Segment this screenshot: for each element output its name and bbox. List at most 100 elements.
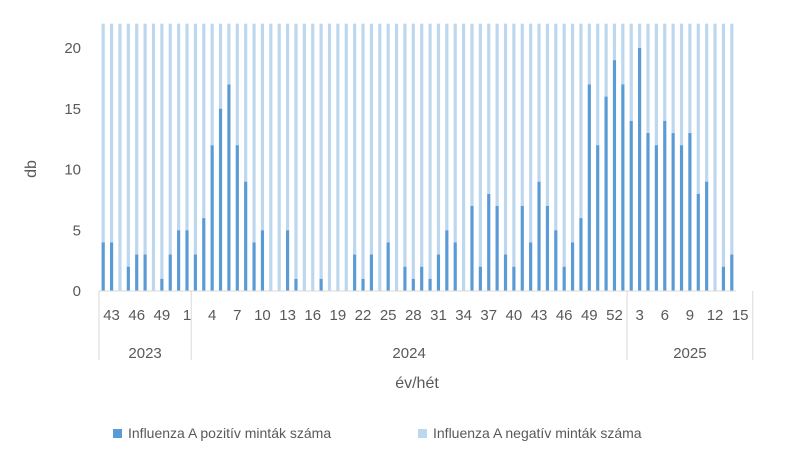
legend-label-positive: Influenza A pozitív minták száma bbox=[128, 425, 332, 441]
x-tick-label: 1 bbox=[183, 307, 191, 324]
bar-positive bbox=[319, 278, 323, 291]
bar-positive bbox=[135, 254, 139, 291]
bar-positive bbox=[579, 218, 583, 291]
bar-positive bbox=[361, 278, 365, 291]
bar-positive bbox=[487, 193, 491, 291]
x-tick-label: 12 bbox=[707, 307, 724, 324]
x-tick-label: 31 bbox=[430, 307, 447, 324]
x-tick-label: 22 bbox=[355, 307, 372, 324]
bar-positive bbox=[629, 120, 633, 292]
x-tick-label: 16 bbox=[304, 307, 321, 324]
bar-positive bbox=[101, 242, 105, 291]
bar-negative bbox=[646, 23, 650, 134]
y-tick-label: 10 bbox=[64, 162, 81, 179]
bar-positive bbox=[554, 230, 558, 291]
bar-positive bbox=[453, 242, 457, 291]
x-tick-label: 7 bbox=[233, 307, 241, 324]
legend-swatch-positive bbox=[113, 428, 122, 438]
bar-positive bbox=[126, 266, 130, 291]
bar-negative bbox=[705, 23, 709, 182]
bar-negative bbox=[244, 23, 248, 182]
bar-negative bbox=[621, 23, 625, 85]
bar-positive bbox=[646, 133, 650, 291]
bar-positive bbox=[604, 96, 608, 291]
bar-negative bbox=[235, 23, 239, 146]
bar-positive bbox=[495, 205, 499, 291]
bar-negative bbox=[193, 23, 197, 255]
bar-positive bbox=[227, 84, 231, 291]
bar-negative bbox=[462, 23, 466, 291]
bar-negative bbox=[294, 23, 298, 279]
bar-positive bbox=[109, 242, 114, 291]
x-tick-label: 3 bbox=[635, 307, 643, 324]
bar-negative bbox=[587, 23, 591, 85]
bar-negative bbox=[101, 23, 105, 243]
x-tick-label: 9 bbox=[686, 307, 694, 324]
x-tick-label: 49 bbox=[154, 307, 171, 324]
bar-positive bbox=[545, 205, 550, 291]
bar-negative bbox=[327, 23, 332, 291]
bar-positive bbox=[654, 145, 658, 291]
x-tick-label: 10 bbox=[254, 307, 271, 324]
bar-negative bbox=[336, 23, 340, 291]
bar-positive bbox=[218, 108, 223, 291]
x-tick-label: 43 bbox=[531, 307, 548, 324]
bar-positive bbox=[428, 278, 432, 291]
bar-positive bbox=[705, 181, 709, 291]
year-label: 2024 bbox=[392, 345, 425, 362]
bar-positive bbox=[587, 84, 591, 291]
bar-negative bbox=[512, 23, 516, 267]
bar-positive bbox=[420, 266, 424, 291]
y-tick-label: 5 bbox=[73, 222, 81, 239]
bar-negative bbox=[495, 23, 499, 206]
bar-negative bbox=[453, 23, 457, 243]
bar-negative bbox=[612, 23, 617, 61]
bar-positive bbox=[436, 254, 441, 291]
bar-negative bbox=[403, 23, 407, 267]
x-tick-label: 4 bbox=[208, 307, 216, 324]
bar-negative bbox=[126, 23, 130, 267]
bar-negative bbox=[671, 23, 675, 134]
year-labels: 2023 2024 2025 bbox=[128, 345, 706, 362]
x-tick-label: 34 bbox=[455, 307, 472, 324]
bar-negative bbox=[436, 23, 441, 255]
bar-negative bbox=[260, 23, 265, 231]
bar-negative bbox=[629, 23, 633, 121]
bar-positive bbox=[696, 193, 700, 291]
bar-positive bbox=[721, 266, 726, 291]
bar-negative bbox=[562, 23, 566, 267]
bar-positive bbox=[235, 145, 239, 291]
bar-negative bbox=[411, 23, 415, 279]
bar-positive bbox=[638, 48, 642, 291]
y-tick-label: 20 bbox=[64, 40, 81, 57]
bar-positive bbox=[252, 242, 256, 291]
bar-positive bbox=[353, 254, 357, 291]
bar-negative bbox=[696, 23, 700, 194]
bar-positive bbox=[168, 254, 172, 291]
bar-positive bbox=[679, 145, 684, 291]
x-tick-label: 6 bbox=[661, 307, 669, 324]
bar-positive bbox=[596, 145, 600, 291]
bar-negative bbox=[135, 23, 139, 255]
x-tick-label: 43 bbox=[103, 307, 120, 324]
bar-negative bbox=[319, 23, 323, 279]
bar-negative bbox=[545, 23, 550, 206]
bar-negative bbox=[654, 23, 658, 146]
bar-negative bbox=[227, 23, 231, 85]
bar-negative bbox=[394, 23, 399, 291]
x-tick-label: 49 bbox=[581, 307, 598, 324]
bar-positive bbox=[386, 242, 390, 291]
bar-negative bbox=[269, 23, 273, 291]
bar-positive bbox=[470, 205, 474, 291]
bar-negative bbox=[177, 23, 181, 231]
legend: Influenza A pozitív minták száma Influen… bbox=[0, 425, 790, 445]
bar-negative bbox=[109, 23, 114, 243]
bar-negative bbox=[663, 23, 667, 121]
y-tick-label: 15 bbox=[64, 101, 81, 118]
bar-positive bbox=[621, 84, 625, 291]
bar-positive bbox=[294, 278, 298, 291]
x-tick-label: 15 bbox=[732, 307, 749, 324]
bar-negative bbox=[596, 23, 600, 146]
bar-positive bbox=[210, 145, 214, 291]
